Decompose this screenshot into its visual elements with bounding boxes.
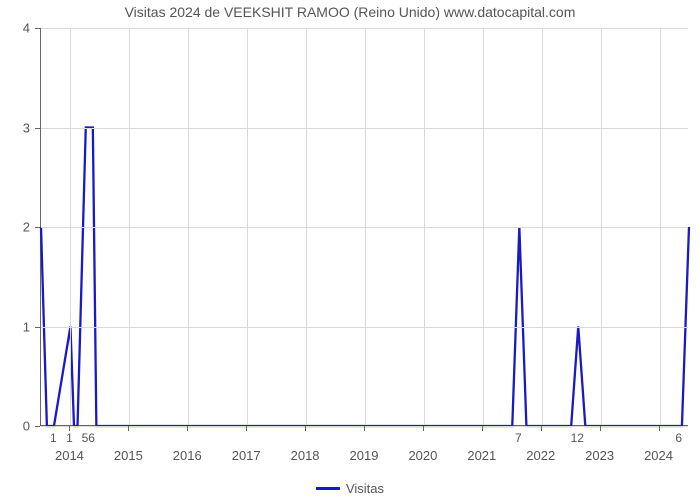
xtick-mark <box>305 426 306 431</box>
xtick-label: 2023 <box>585 448 614 463</box>
xtick-mark <box>423 426 424 431</box>
ytick-mark <box>35 426 40 427</box>
xtick-mark <box>364 426 365 431</box>
value-label: 1 <box>66 431 73 445</box>
gridline-v <box>247 28 248 425</box>
xtick-label: 2016 <box>173 448 202 463</box>
xtick-mark <box>128 426 129 431</box>
gridline-v <box>306 28 307 425</box>
xtick-mark <box>541 426 542 431</box>
xtick-mark <box>246 426 247 431</box>
ytick-label: 0 <box>0 419 30 434</box>
ytick-mark <box>35 327 40 328</box>
ytick-mark <box>35 128 40 129</box>
ytick-mark <box>35 227 40 228</box>
gridline-v <box>483 28 484 425</box>
xtick-label: 2018 <box>291 448 320 463</box>
ytick-label: 3 <box>0 120 30 135</box>
xtick-label: 2020 <box>408 448 437 463</box>
legend-swatch <box>316 487 340 490</box>
ytick-label: 4 <box>0 21 30 36</box>
xtick-label: 2014 <box>55 448 84 463</box>
legend: Visitas <box>316 481 384 496</box>
xtick-label: 2021 <box>467 448 496 463</box>
xtick-mark <box>659 426 660 431</box>
xtick-label: 2022 <box>526 448 555 463</box>
xtick-mark <box>482 426 483 431</box>
value-label: 7 <box>515 431 522 445</box>
xtick-label: 2024 <box>644 448 673 463</box>
legend-label: Visitas <box>346 481 384 496</box>
gridline-v <box>601 28 602 425</box>
plot-area <box>40 28 688 426</box>
value-label: 6 <box>675 431 682 445</box>
ytick-label: 2 <box>0 220 30 235</box>
ytick-label: 1 <box>0 319 30 334</box>
xtick-label: 2019 <box>350 448 379 463</box>
xtick-label: 2017 <box>232 448 261 463</box>
gridline-v <box>660 28 661 425</box>
gridline-v <box>424 28 425 425</box>
xtick-mark <box>187 426 188 431</box>
ytick-mark <box>35 28 40 29</box>
gridline-v <box>188 28 189 425</box>
gridline-v <box>542 28 543 425</box>
value-label: 12 <box>571 431 584 445</box>
xtick-label: 2015 <box>114 448 143 463</box>
chart-title: Visitas 2024 de VEEKSHIT RAMOO (Reino Un… <box>0 4 700 20</box>
gridline-v <box>70 28 71 425</box>
gridline-v <box>129 28 130 425</box>
value-label: 56 <box>82 431 95 445</box>
value-label: 1 <box>50 431 57 445</box>
gridline-v <box>365 28 366 425</box>
xtick-mark <box>600 426 601 431</box>
